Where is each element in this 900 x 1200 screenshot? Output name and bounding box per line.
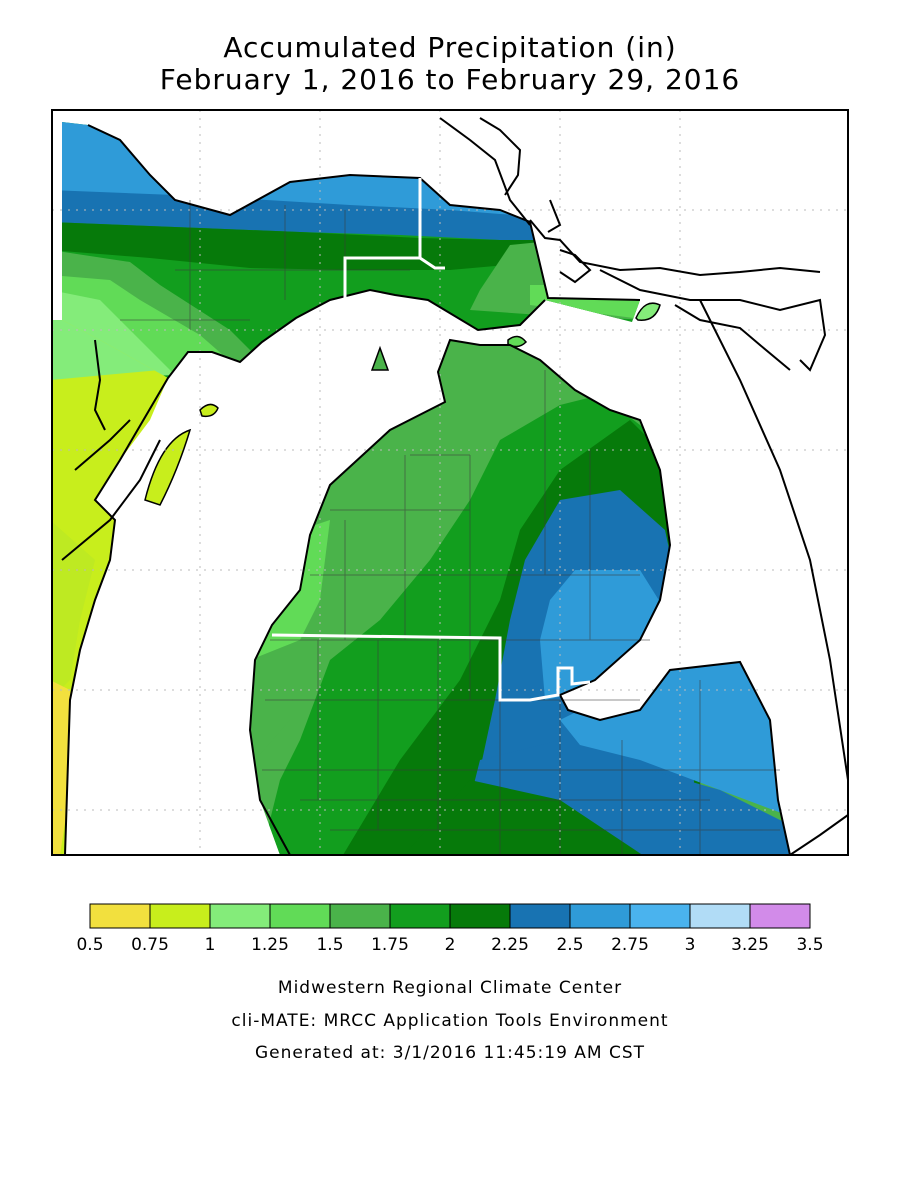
legend-tick-label: 1 — [205, 935, 216, 955]
legend-swatch — [629, 903, 691, 929]
credit-generated-time: Generated at: 3/1/2016 11:45:19 AM CST — [254, 1043, 646, 1063]
legend-tick-label: 2 — [445, 935, 456, 955]
legend-swatch — [749, 903, 811, 929]
legend-swatch — [209, 903, 271, 929]
legend-tick-label: 3 — [685, 935, 696, 955]
map-date-range: February 1, 2016 to February 29, 2016 — [159, 63, 741, 96]
map-title: Accumulated Precipitation (in) — [223, 31, 677, 64]
legend-tick-label: 1.25 — [251, 935, 289, 955]
legend-tick-label: 2.25 — [491, 935, 529, 955]
legend-tick-label: 0.75 — [131, 935, 169, 955]
legend-tick-label: 3.5 — [796, 935, 823, 955]
legend-swatch — [269, 903, 331, 929]
legend-swatch — [89, 903, 151, 929]
credit-tool: cli-MATE: MRCC Application Tools Environ… — [231, 1011, 669, 1031]
color-scale-legend: 0.5 0.75 1 1.25 1.5 1.75 2 2.25 2.5 2.75 3 3.25 3.5 — [76, 903, 824, 955]
legend-tick-label: 1.5 — [316, 935, 343, 955]
legend-swatch — [389, 903, 451, 929]
legend-swatch — [509, 903, 571, 929]
legend-tick-label: 1.75 — [371, 935, 409, 955]
legend-swatch — [689, 903, 751, 929]
credit-organization: Midwestern Regional Climate Center — [277, 978, 623, 998]
legend-tick-label: 2.5 — [556, 935, 583, 955]
legend-tick-label: 2.75 — [611, 935, 649, 955]
legend-tick-label: 3.25 — [731, 935, 769, 955]
legend-swatch — [329, 903, 391, 929]
legend-tick-label: 0.5 — [76, 935, 103, 955]
legend-swatch — [449, 903, 511, 929]
legend-swatch — [569, 903, 631, 929]
legend-swatch — [149, 903, 211, 929]
